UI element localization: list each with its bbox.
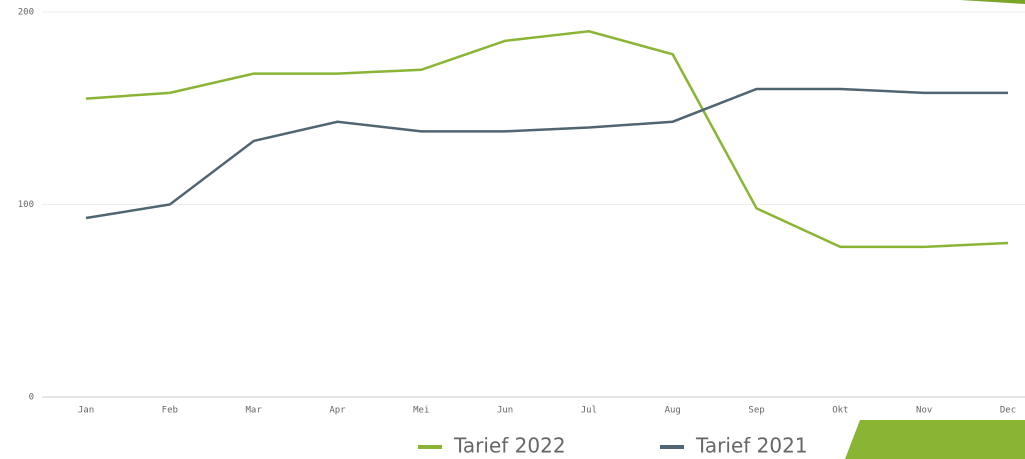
y-tick-label: 0 <box>29 393 34 403</box>
x-tick-label: Aug <box>665 406 681 416</box>
y-tick-label: 100 <box>18 200 34 210</box>
y-tick-label: 200 <box>18 8 34 18</box>
plot: 0 100 200 Jan Feb Mar Apr Mei Jun Jul Aug Sep Okt Nov… <box>18 8 1025 458</box>
x-tick-label: Mar <box>246 406 263 416</box>
x-tick-label: Nov <box>916 406 932 416</box>
x-tick-label: Feb <box>162 406 178 416</box>
series-line <box>85 87 1008 220</box>
series-line <box>85 29 1009 249</box>
legend-label: Tarief 2021 <box>695 434 808 458</box>
x-tick-label: Jun <box>497 406 513 416</box>
decoration <box>845 420 1025 459</box>
x-tick-label: Okt <box>832 406 848 416</box>
x-tick-label: Jan <box>78 406 94 416</box>
x-tick-label: Sep <box>748 406 764 416</box>
x-tick-label: Jul <box>581 406 597 416</box>
legend-label: Tarief 2022 <box>453 434 566 458</box>
x-tick-label: Apr <box>329 406 346 416</box>
x-tick-label: Dec <box>1000 406 1016 416</box>
x-tick-label: Mei <box>413 406 429 416</box>
decoration <box>960 0 1025 4</box>
